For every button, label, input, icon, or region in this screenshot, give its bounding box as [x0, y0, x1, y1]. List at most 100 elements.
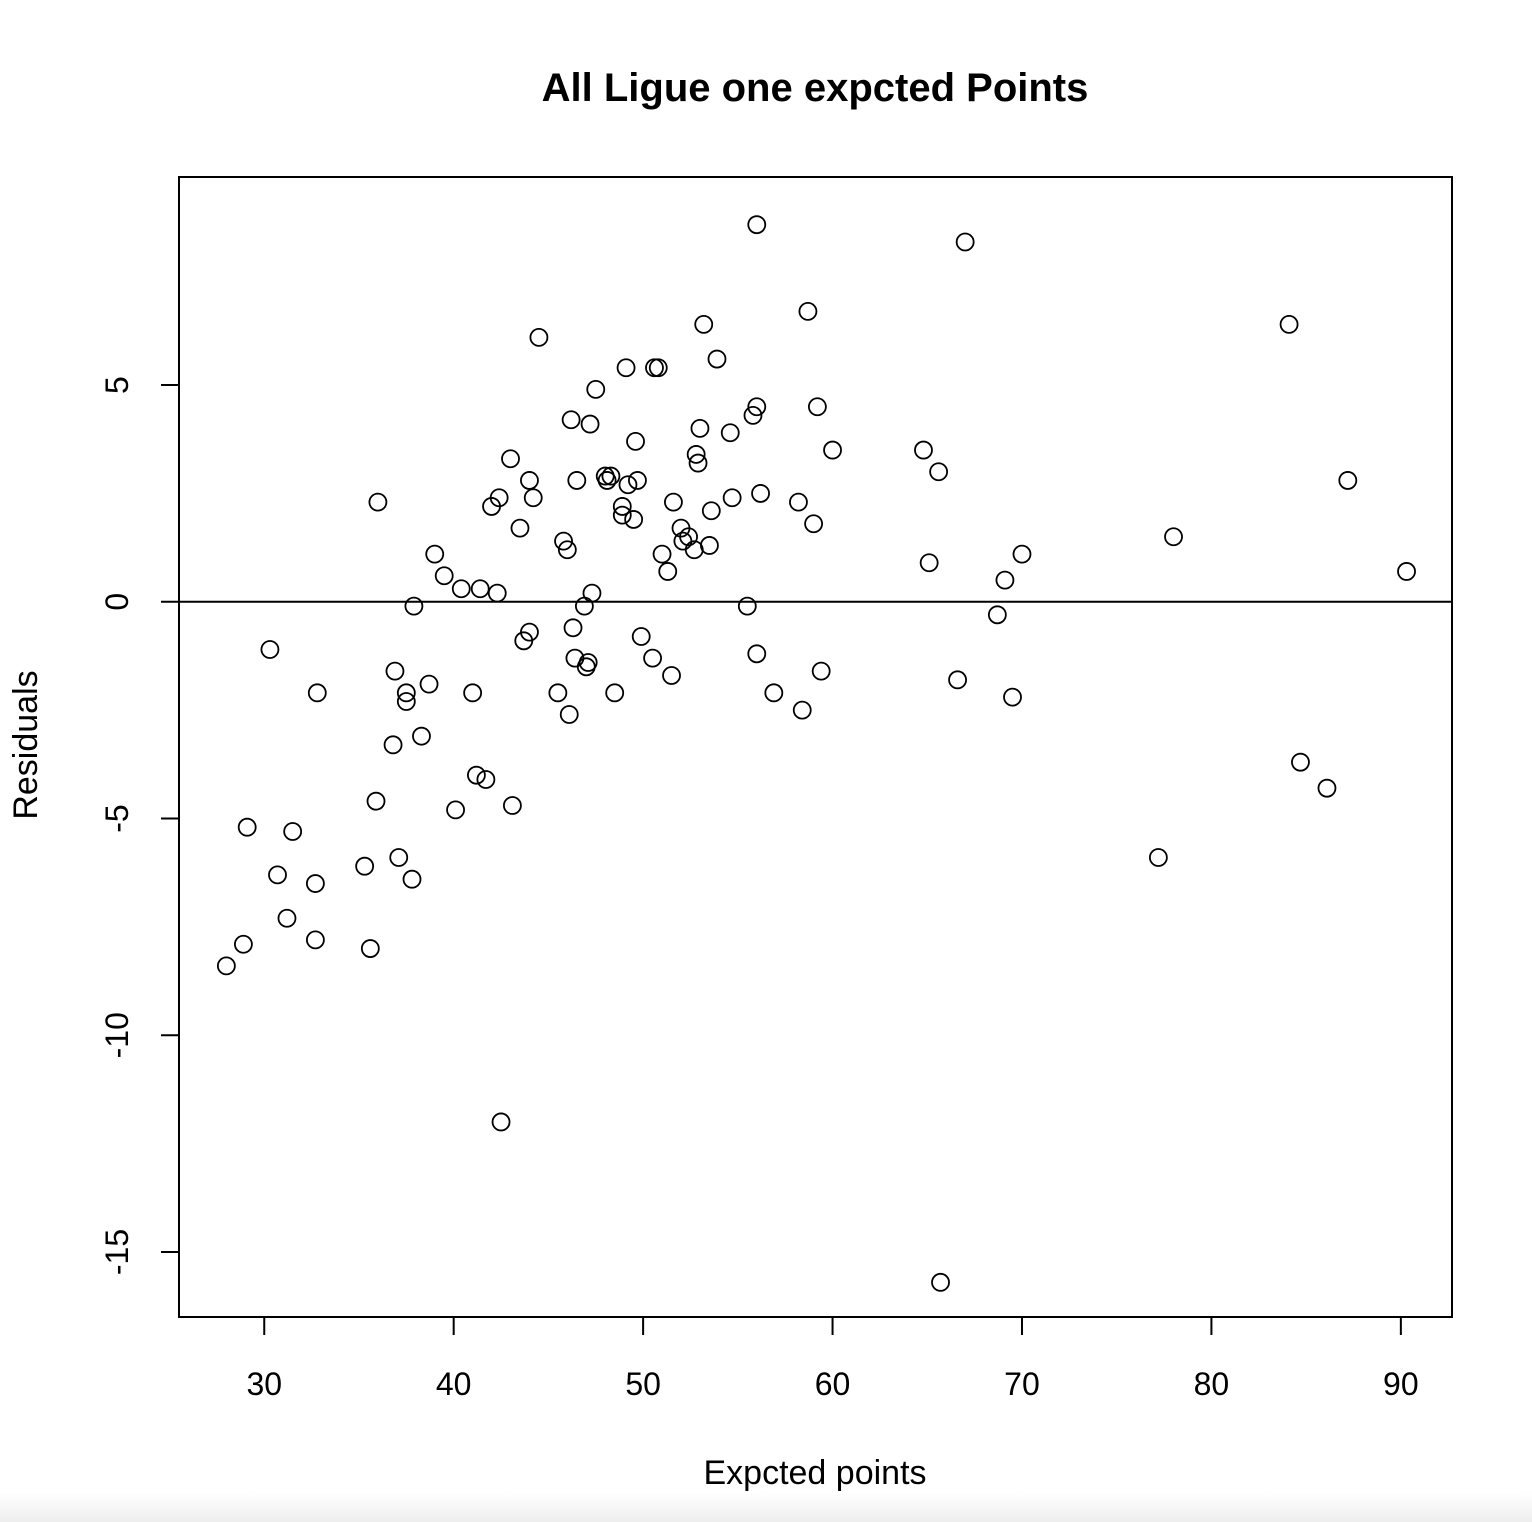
x-tick-label: 50: [625, 1366, 661, 1402]
data-point: [366, 791, 386, 811]
data-point: [396, 683, 416, 703]
data-point: [368, 492, 388, 512]
data-point: [701, 501, 721, 521]
data-point: [476, 770, 496, 789]
data-point: [789, 492, 808, 512]
data-point: [523, 488, 543, 508]
data-point: [305, 874, 325, 893]
y-axis-label: Residuals: [7, 670, 45, 819]
data-point: [995, 570, 1015, 590]
data-point: [612, 497, 632, 516]
data-point: [694, 314, 714, 334]
data-point: [434, 566, 454, 586]
x-axis: 30 40 50 60 70 80 90: [246, 1316, 1419, 1402]
data-point: [305, 930, 325, 950]
data-point: [355, 856, 375, 876]
data-point: [446, 800, 465, 820]
data-point: [792, 700, 812, 720]
data-point: [914, 440, 933, 460]
data-point: [1338, 471, 1358, 490]
data-point: [626, 432, 645, 451]
data-point: [751, 484, 770, 503]
data-point: [557, 540, 577, 560]
data-point: [554, 531, 573, 551]
data-point: [798, 301, 818, 321]
data-point: [503, 796, 522, 815]
data-point: [487, 583, 507, 603]
data-point: [764, 683, 784, 703]
data-point: [578, 653, 598, 672]
data-point: [823, 440, 842, 460]
data-point: [605, 683, 625, 703]
data-point: [520, 622, 539, 642]
x-axis-label: Expcted points: [703, 1454, 926, 1492]
data-point: [929, 462, 949, 482]
data-point: [559, 705, 579, 724]
data-point: [688, 453, 708, 473]
data-point: [510, 518, 530, 538]
data-point: [648, 358, 668, 378]
data-point: [567, 471, 587, 490]
data-point: [260, 640, 280, 659]
data-point: [628, 471, 647, 490]
data-point: [700, 536, 719, 555]
data-point: [307, 683, 327, 703]
data-point: [987, 605, 1007, 625]
data-point: [561, 410, 581, 430]
y-tick-label: -10: [99, 1012, 135, 1058]
data-point: [931, 1272, 950, 1292]
data-point: [467, 765, 486, 785]
x-tick-label: 40: [436, 1366, 472, 1402]
data-point: [1397, 562, 1416, 581]
data-point: [402, 869, 422, 889]
data-point: [489, 488, 509, 508]
data-point: [747, 644, 767, 664]
data-point: [396, 692, 416, 711]
data-point: [529, 327, 549, 347]
data-point: [404, 596, 424, 616]
y-axis: -15 -10 -5 0 5: [99, 376, 180, 1275]
data-point: [1291, 752, 1310, 772]
data-point: [237, 817, 257, 837]
data-point: [616, 358, 636, 378]
x-tick-label: 80: [1194, 1366, 1230, 1402]
data-point: [811, 661, 831, 681]
data-point: [1164, 527, 1183, 547]
data-point: [451, 579, 471, 599]
data-point: [612, 505, 632, 525]
data-point: [360, 939, 380, 958]
data-point: [580, 414, 600, 434]
data-point: [389, 848, 409, 867]
data-point: [548, 683, 568, 703]
data-points: [216, 215, 1416, 1292]
data-point: [501, 449, 520, 469]
data-point: [624, 510, 644, 529]
y-tick-label: 5: [99, 376, 135, 394]
data-point: [643, 648, 662, 668]
data-point: [1003, 687, 1022, 707]
data-point: [955, 232, 975, 252]
x-tick-label: 70: [1004, 1366, 1040, 1402]
data-point: [216, 956, 236, 976]
chart-title: All Ligue one expcted Points: [542, 66, 1089, 110]
bottom-fade: [0, 1492, 1532, 1522]
data-point: [722, 488, 742, 508]
data-point: [419, 674, 439, 694]
data-point: [425, 544, 445, 564]
y-tick-label: -15: [99, 1229, 135, 1275]
data-point: [948, 670, 967, 690]
data-point: [268, 865, 287, 885]
data-point: [470, 579, 490, 599]
data-point: [574, 596, 594, 616]
data-point: [747, 397, 767, 417]
data-point: [463, 683, 483, 703]
data-point: [412, 726, 431, 746]
data-point: [662, 666, 681, 685]
y-tick-label: 0: [99, 593, 135, 611]
y-tick-label: -5: [99, 804, 135, 832]
data-point: [804, 514, 824, 534]
data-point: [658, 562, 678, 581]
data-point: [690, 419, 710, 438]
data-point: [582, 583, 602, 603]
